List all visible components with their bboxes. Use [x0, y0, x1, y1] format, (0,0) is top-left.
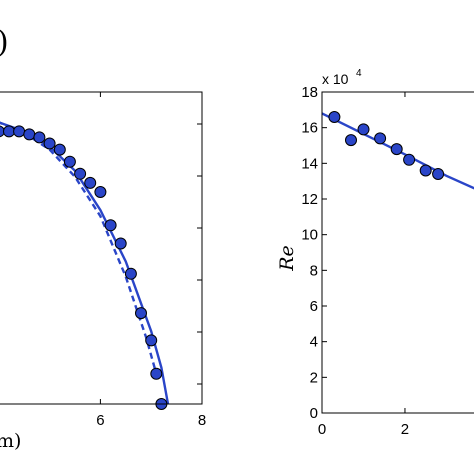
right-plot: 0 2 0 2 4 6 8 10 12 14 16 18 Re x 10 4: [276, 68, 474, 438]
right-y-multiplier: x 10 4: [322, 68, 362, 87]
right-data-point: [403, 153, 416, 166]
right-axes: 0 2 0 2 4 6 8 10 12 14 16 18: [301, 84, 474, 438]
left-data-point: [124, 267, 137, 280]
right-y-tick-label: 10: [301, 227, 318, 244]
right-y-multiplier-exponent: 4: [356, 68, 362, 79]
left-solid-line-1: [0, 121, 170, 405]
right-y-tick-label: 12: [301, 191, 318, 208]
left-axes-frame: [0, 91, 203, 405]
left-data-point: [23, 128, 36, 141]
right-y-tick-label: 14: [301, 155, 318, 172]
left-data-point: [94, 186, 107, 198]
left-dashed-line-2: [0, 121, 158, 375]
left-data-point: [43, 137, 56, 150]
right-data-point: [328, 111, 341, 123]
left-plot-area: [0, 121, 170, 410]
right-y-tick-label: 16: [301, 120, 318, 137]
right-x-tick-label: 2: [401, 421, 409, 438]
right-data-point: [374, 132, 387, 145]
right-data-point: [419, 164, 432, 177]
right-y-axis-label: Re: [276, 245, 298, 272]
left-data-point: [114, 237, 127, 250]
left-x-tick-label: 6: [96, 412, 104, 429]
right-y-tick-label: 4: [310, 334, 318, 351]
right-x-tick-label: 0: [318, 421, 326, 438]
right-data-point: [432, 168, 445, 180]
left-data-point: [13, 125, 26, 138]
left-data-point: [84, 176, 97, 189]
right-y-tick-label: 6: [310, 298, 318, 315]
right-y-tick-label: 2: [310, 369, 318, 386]
left-data-point: [33, 131, 46, 144]
left-x-tick-label: 8: [198, 412, 206, 429]
right-y-tick-label: 0: [310, 405, 318, 422]
left-data-point: [145, 334, 158, 347]
right-data-point: [357, 123, 370, 136]
right-y-tick-label: 18: [301, 84, 318, 101]
left-data-point: [53, 143, 66, 156]
right-plot-area: [321, 111, 474, 190]
right-axes-frame: [321, 91, 474, 414]
right-solid-line-1: [321, 112, 474, 190]
panel-label-fragment: ): [0, 25, 9, 60]
left-data-point: [3, 125, 15, 138]
right-data-point: [390, 143, 403, 156]
right-y-multiplier-base: x 10: [322, 71, 349, 87]
left-data-point: [104, 219, 117, 232]
right-data-point: [345, 134, 357, 147]
right-y-tick-label: 8: [310, 262, 318, 279]
left-x-axis-label: m): [0, 430, 21, 452]
left-data-point: [135, 307, 147, 320]
left-data-point: [150, 367, 163, 380]
left-data-point: [63, 155, 76, 168]
left-data-point: [74, 167, 87, 180]
